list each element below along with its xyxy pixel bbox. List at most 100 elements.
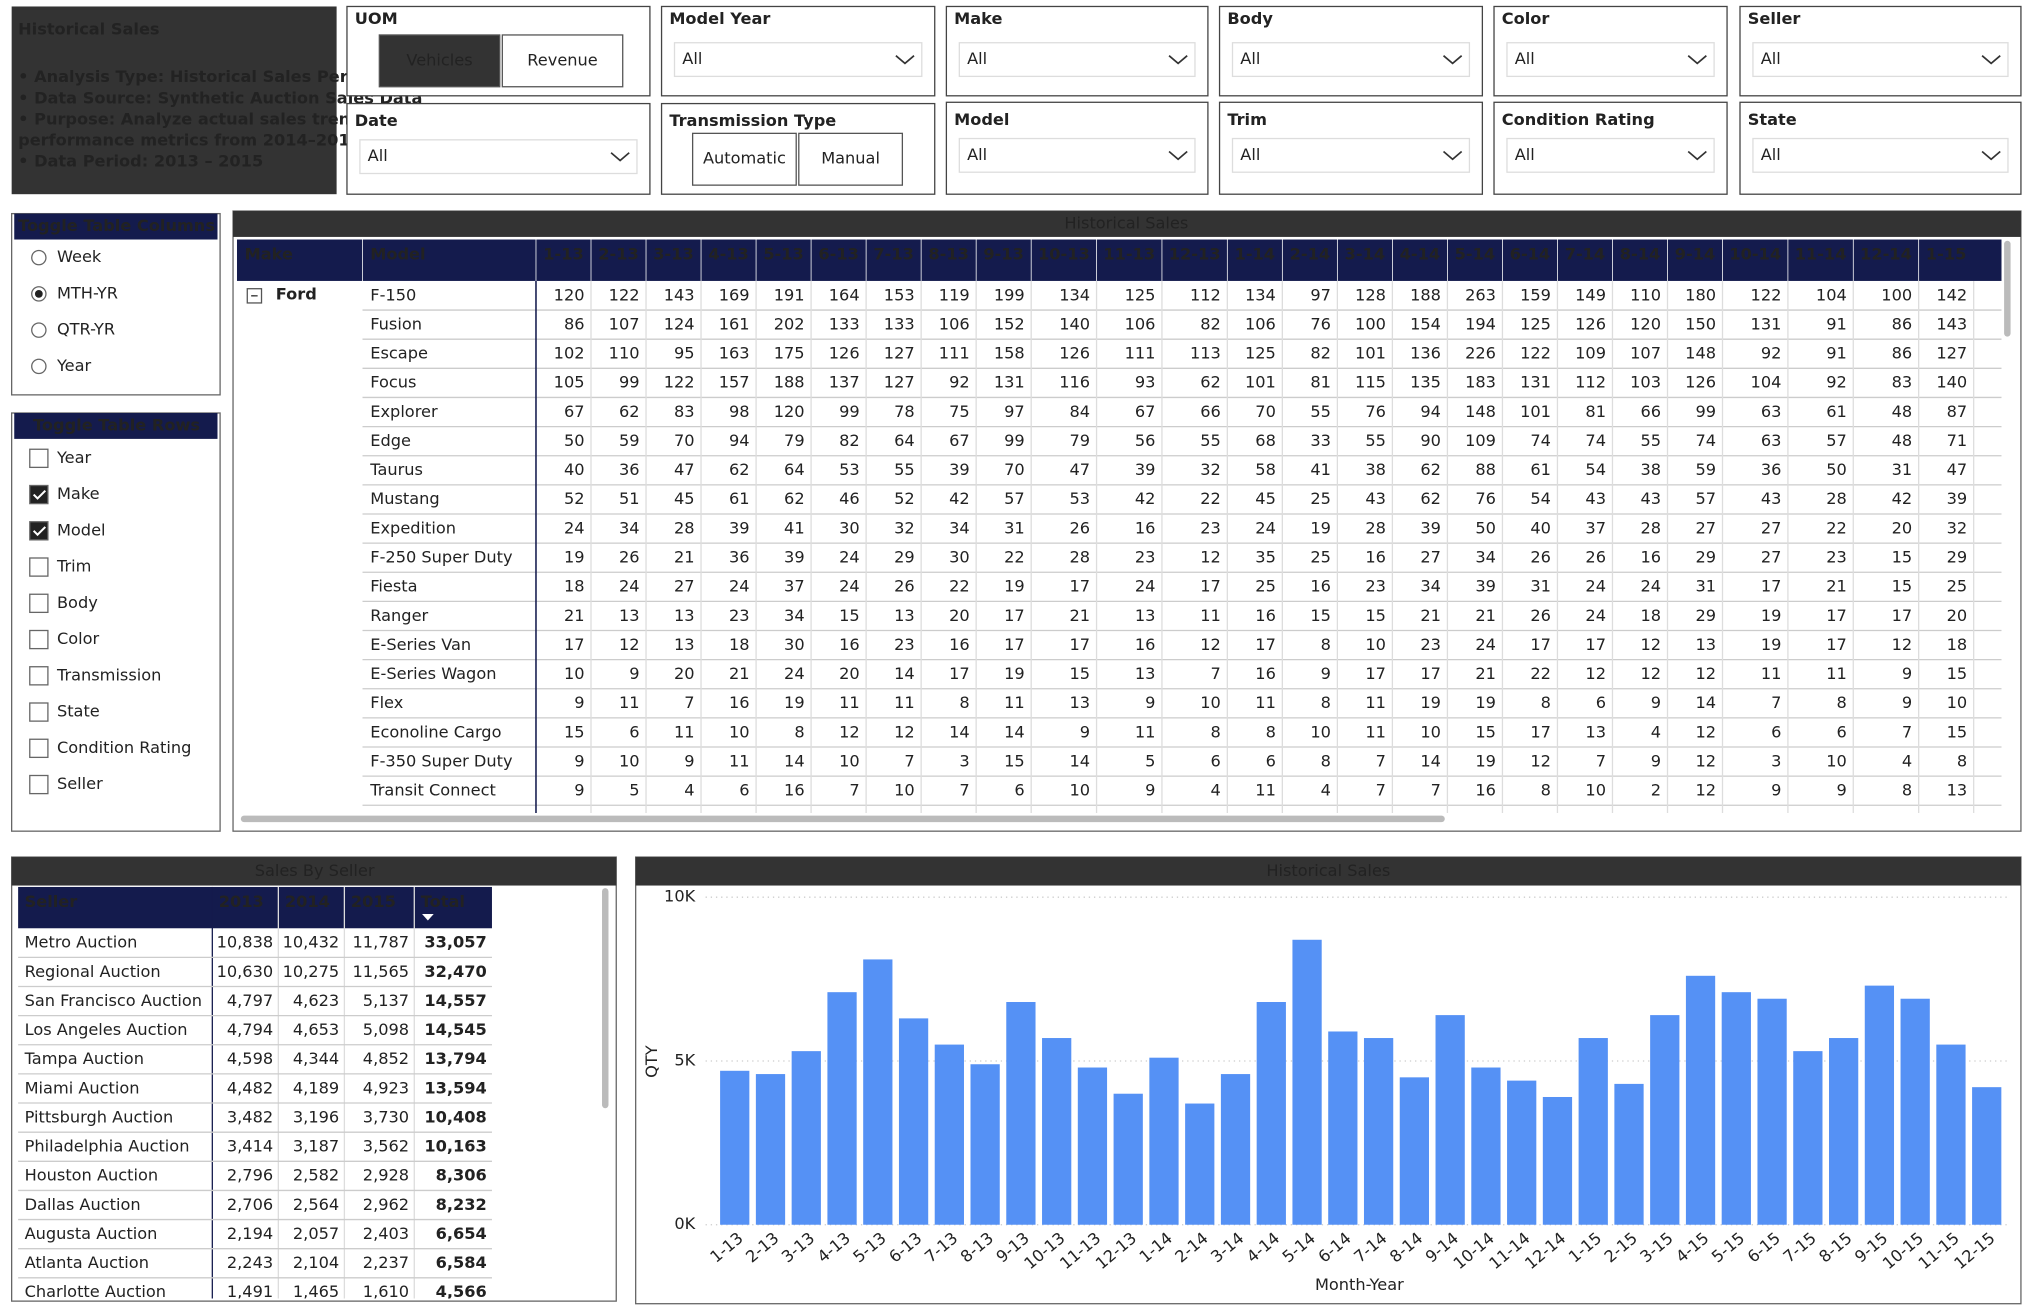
value-cell: 3,482 — [227, 1107, 273, 1126]
radio[interactable] — [31, 322, 47, 338]
value-cell: 27 — [1761, 518, 1782, 537]
value-cell: 13 — [674, 635, 695, 654]
value-cell: 26 — [619, 547, 640, 566]
checkbox[interactable] — [29, 702, 49, 722]
value-cell: 2,962 — [363, 1195, 409, 1214]
value-cell: 4 — [1211, 781, 1221, 800]
value-cell: 2 — [1651, 781, 1661, 800]
value-cell: 62 — [784, 489, 805, 508]
value-cell: 15 — [1004, 751, 1025, 770]
value-cell: 2,564 — [293, 1195, 339, 1214]
dropdown[interactable] — [1752, 42, 2009, 78]
radio[interactable] — [31, 358, 47, 375]
radio-label: MTH-YR — [57, 283, 118, 302]
dropdown[interactable] — [673, 42, 923, 78]
dropdown-chevron — [1981, 150, 2001, 161]
value-cell: 4,797 — [227, 991, 273, 1010]
value-cell: 14,557 — [424, 991, 486, 1010]
value-cell: 33,057 — [424, 933, 486, 952]
value-cell: 79 — [1070, 431, 1091, 450]
value-cell: 88 — [1475, 460, 1496, 479]
model-cell: Transit Connect — [369, 781, 496, 800]
header-line: • Data Source: Synthetic Auction Sales D… — [18, 88, 422, 107]
value-cell: 140 — [1059, 314, 1090, 333]
model-cell: Taurus — [369, 460, 423, 479]
value-cell: 137 — [829, 373, 860, 392]
dropdown[interactable] — [1506, 42, 1715, 78]
value-cell: 21 — [729, 664, 750, 683]
value-cell: 41 — [1310, 460, 1331, 479]
checkbox[interactable] — [29, 593, 49, 614]
toggle-button[interactable] — [378, 34, 501, 88]
checkbox[interactable] — [29, 629, 49, 650]
checkbox[interactable] — [29, 521, 49, 541]
bar — [1685, 975, 1716, 1225]
value-cell: 40 — [564, 460, 585, 479]
filter-label: Transmission Type — [669, 111, 836, 130]
model-cell: Escape — [370, 344, 428, 363]
dropdown-value: All — [967, 145, 987, 164]
value-cell: 127 — [884, 344, 915, 363]
value-cell: 55 — [1200, 431, 1221, 450]
dropdown[interactable] — [1231, 42, 1471, 78]
value-cell: 126 — [1575, 314, 1606, 333]
toggle-button-label: Automatic — [703, 149, 786, 168]
value-cell: 54 — [1585, 460, 1606, 479]
value-cell: 10 — [1420, 722, 1441, 741]
value-cell: 17 — [1365, 664, 1386, 683]
value-cell: 99 — [839, 402, 860, 421]
column-header: 11-14 — [1795, 245, 1847, 264]
checkbox[interactable] — [29, 484, 49, 505]
value-cell: 16 — [1365, 547, 1386, 566]
value-cell: 12 — [894, 722, 915, 741]
value-cell: 14,545 — [424, 1020, 486, 1039]
value-cell: 163 — [719, 344, 750, 363]
checkbox[interactable] — [29, 557, 49, 577]
checkbox[interactable] — [29, 448, 49, 469]
checkbox[interactable] — [29, 666, 49, 686]
v-scrollbar[interactable] — [602, 888, 609, 1109]
v-scrollbar[interactable] — [2004, 240, 2011, 337]
dropdown[interactable] — [1752, 137, 2009, 173]
value-cell: 12 — [1200, 635, 1221, 654]
value-cell: 16 — [1135, 635, 1156, 654]
checkbox[interactable] — [29, 738, 49, 759]
value-cell: 43 — [1761, 489, 1782, 508]
dropdown[interactable] — [359, 139, 638, 175]
value-cell: 122 — [609, 285, 640, 304]
dropdown-chevron — [1168, 55, 1188, 65]
value-cell: 17 — [1585, 635, 1606, 654]
value-cell: 90 — [1420, 431, 1441, 450]
value-cell: 62 — [1420, 460, 1441, 479]
radio[interactable] — [31, 249, 47, 266]
value-cell: 125 — [1245, 344, 1276, 363]
value-cell: 126 — [829, 344, 860, 363]
value-cell: 91 — [1826, 344, 1847, 363]
toggle-button[interactable] — [501, 34, 624, 88]
h-scrollbar[interactable] — [240, 815, 1445, 823]
bar — [1614, 1083, 1644, 1225]
filter-label: Model — [954, 110, 1009, 129]
dropdown[interactable] — [958, 137, 1196, 173]
value-cell: 13,594 — [424, 1078, 486, 1097]
column-header: 5-14 — [1455, 245, 1495, 264]
value-cell: 143 — [1936, 314, 1967, 333]
value-cell: 17 — [1826, 606, 1847, 625]
toggle-button[interactable] — [798, 132, 904, 186]
value-cell: 87 — [1947, 402, 1968, 421]
toggle-button[interactable] — [691, 132, 797, 186]
dropdown[interactable] — [1506, 137, 1715, 173]
value-cell: 152 — [994, 314, 1025, 333]
checkbox[interactable] — [29, 774, 49, 795]
value-cell: 26 — [1585, 547, 1606, 566]
dropdown[interactable] — [958, 42, 1196, 78]
value-cell: 125 — [1520, 314, 1551, 333]
value-cell: 109 — [1575, 344, 1606, 363]
value-cell: 4,189 — [293, 1078, 339, 1097]
dropdown-value: All — [682, 49, 702, 68]
value-cell: 28 — [1070, 547, 1091, 566]
filter-label: State — [1748, 110, 1797, 129]
value-cell: 104 — [1751, 373, 1782, 392]
value-cell: 7 — [1431, 781, 1441, 800]
dropdown[interactable] — [1231, 137, 1471, 173]
